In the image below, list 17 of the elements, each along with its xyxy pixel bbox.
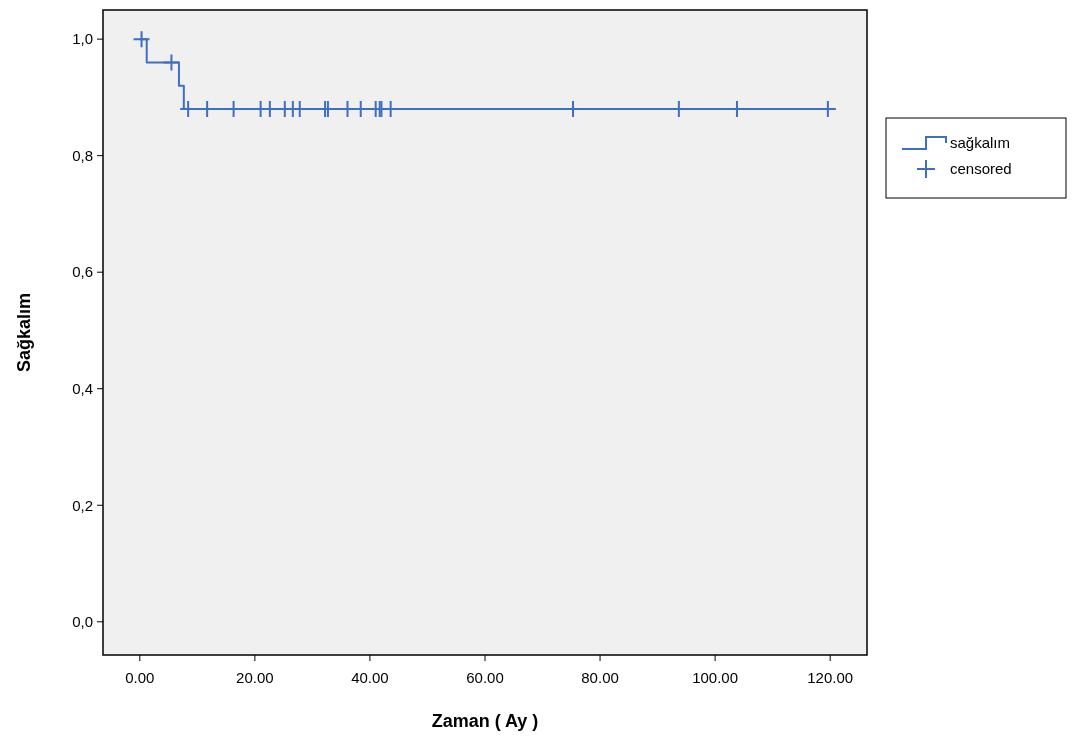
x-tick-label: 40.00 (351, 669, 389, 686)
y-tick-label: 0,4 (72, 379, 93, 397)
y-axis-title: Sağkalım (14, 292, 34, 373)
x-tick-label: 20.00 (236, 669, 274, 686)
y-tick-label: 0,6 (72, 263, 93, 281)
x-tick-label: 60.00 (466, 669, 504, 686)
x-tick-label: 0.00 (125, 669, 155, 686)
x-axis-title: Zaman ( Ay ) (431, 711, 539, 731)
x-tick-label: 80.00 (581, 669, 619, 686)
legend-label: sağkalım (950, 134, 1011, 152)
y-tick-label: 0,2 (72, 496, 93, 514)
y-tick-label: 0,8 (72, 146, 93, 164)
legend-label: censored (950, 160, 1012, 178)
x-tick-label: 100.00 (692, 669, 739, 686)
y-tick-label: 0,0 (72, 613, 93, 631)
x-tick-label: 120.00 (807, 669, 854, 686)
y-tick-label: 1,0 (72, 30, 93, 48)
